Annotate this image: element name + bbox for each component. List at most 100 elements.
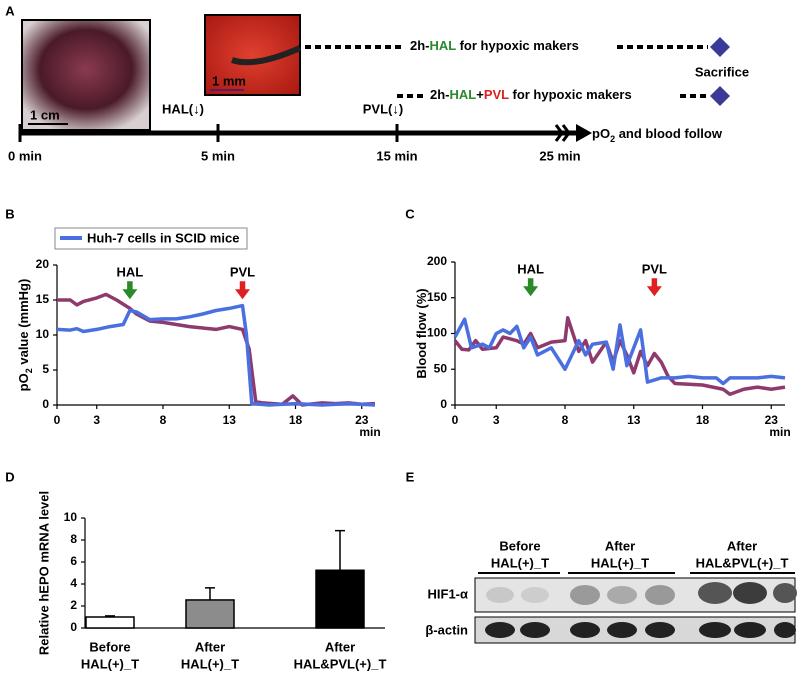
x-tick-label: HAL(+)_T xyxy=(181,656,239,671)
annotation-arrow xyxy=(122,281,138,300)
y-tick-label: 150 xyxy=(427,290,447,304)
x-unit: min xyxy=(359,425,380,439)
y-tick-label: 6 xyxy=(70,554,77,568)
y-tick-label: 50 xyxy=(434,361,448,375)
text-part: PVL xyxy=(484,87,509,102)
annotation-arrow xyxy=(523,278,539,297)
row-label: HIF1-α xyxy=(428,586,469,601)
annotation-arrow xyxy=(235,281,250,300)
x-tick-label: 23 xyxy=(355,413,369,427)
y-tick-label: 15 xyxy=(36,292,50,306)
panel-label: B xyxy=(5,206,14,221)
scale-label: 1 mm xyxy=(212,73,246,88)
x-tick-label: 23 xyxy=(765,413,779,427)
text-part: 2h- xyxy=(410,38,430,53)
annotation-label: HAL xyxy=(517,261,544,276)
text-part: 2h- xyxy=(430,87,450,102)
row-label: β-actin xyxy=(425,622,468,637)
group-label: Before xyxy=(499,538,540,553)
annotation-label: PVL xyxy=(642,261,667,276)
group-label: After xyxy=(727,538,757,553)
series-line xyxy=(56,303,376,407)
panel-label: E xyxy=(406,469,415,484)
text-part: for hypoxic makers xyxy=(509,87,632,102)
x-tick-label: 3 xyxy=(93,413,100,427)
text-part: pO xyxy=(16,373,31,391)
bar xyxy=(85,616,135,629)
text-part: + xyxy=(476,87,484,102)
legend-label: Huh-7 cells in SCID mice xyxy=(87,230,239,245)
y-tick-label: 10 xyxy=(36,327,50,341)
x-unit: min xyxy=(769,425,790,439)
actin-bands xyxy=(485,622,796,638)
annotation-arrow xyxy=(646,278,662,297)
text-part: HAL xyxy=(450,87,477,102)
y-axis-label: Blood flow (%) xyxy=(414,288,429,378)
readout-label: pO2 and blood follow xyxy=(592,126,723,144)
treatment-label: 2h-HAL+PVL for hypoxic makers xyxy=(430,87,632,102)
group-label: HAL(+)_T xyxy=(491,555,549,570)
x-tick-label: 0 xyxy=(452,413,459,427)
y-tick-label: 200 xyxy=(427,254,447,268)
x-tick-label: Before xyxy=(89,639,130,654)
annotation-label: PVL xyxy=(230,264,255,279)
text-part: pO xyxy=(592,126,610,141)
text-part: Blood flow (%) xyxy=(414,288,429,378)
text-part: for hypoxic makers xyxy=(456,38,579,53)
series-line xyxy=(453,317,786,386)
bar xyxy=(315,569,365,629)
bar xyxy=(185,599,235,629)
hif-bands xyxy=(486,582,797,605)
panel-label: D xyxy=(5,469,14,484)
annotation-label: HAL xyxy=(117,264,144,279)
endpoint-diamond xyxy=(710,37,730,57)
y-tick-label: 8 xyxy=(70,532,77,546)
text-part: and blood follow xyxy=(615,126,723,141)
group-label: HAL(+)_T xyxy=(591,555,649,570)
group-label: After xyxy=(605,538,635,553)
time-label: 5 min xyxy=(201,148,235,163)
x-tick-label: 18 xyxy=(696,413,710,427)
scale-label: 1 cm xyxy=(30,107,60,122)
time-tick xyxy=(554,124,571,142)
endpoint-label: Sacrifice xyxy=(695,64,749,79)
vessel xyxy=(231,45,302,66)
x-tick-label: 8 xyxy=(160,413,167,427)
time-label: 25 min xyxy=(539,148,580,163)
y-tick-label: 2 xyxy=(70,598,77,612)
y-tick-label: 0 xyxy=(70,620,77,634)
endpoint-diamond xyxy=(710,86,730,106)
y-tick-label: 100 xyxy=(427,326,447,340)
y-tick-label: 0 xyxy=(440,397,447,411)
text-part: HAL xyxy=(430,38,457,53)
x-tick-label: 13 xyxy=(627,413,641,427)
treatment-label: 2h-HAL for hypoxic makers xyxy=(410,38,579,53)
y-tick-label: 0 xyxy=(42,397,49,411)
x-tick-label: After xyxy=(325,639,355,654)
timeline-arrow xyxy=(576,124,592,142)
y-tick-label: 5 xyxy=(42,362,49,376)
time-label: 15 min xyxy=(376,148,417,163)
y-tick-label: 20 xyxy=(36,257,50,271)
treatment-marker: HAL(↓) xyxy=(162,101,204,116)
x-tick-label: HAL&PVL(+)_T xyxy=(294,656,387,671)
y-axis-label: pO2 value (mmHg) xyxy=(16,279,34,392)
legend-box xyxy=(54,227,248,250)
text-part: 2 xyxy=(610,134,615,144)
text-part: 2 xyxy=(24,368,34,373)
text-part: value (mmHg) xyxy=(16,279,31,369)
photo-tumor xyxy=(21,19,151,131)
treatment-marker: PVL(↓) xyxy=(363,101,403,116)
panel-label: C xyxy=(405,206,415,221)
time-label: 0 min xyxy=(8,148,42,163)
x-tick-label: 8 xyxy=(562,413,569,427)
group-label: HAL&PVL(+)_T xyxy=(696,555,789,570)
x-tick-label: After xyxy=(195,639,225,654)
x-tick-label: 18 xyxy=(289,413,303,427)
y-tick-label: 4 xyxy=(70,576,77,590)
x-tick-label: 3 xyxy=(493,413,500,427)
y-axis-label: Relative hEPO mRNA level xyxy=(36,491,51,655)
y-tick-label: 10 xyxy=(64,510,78,524)
x-tick-label: 13 xyxy=(223,413,237,427)
